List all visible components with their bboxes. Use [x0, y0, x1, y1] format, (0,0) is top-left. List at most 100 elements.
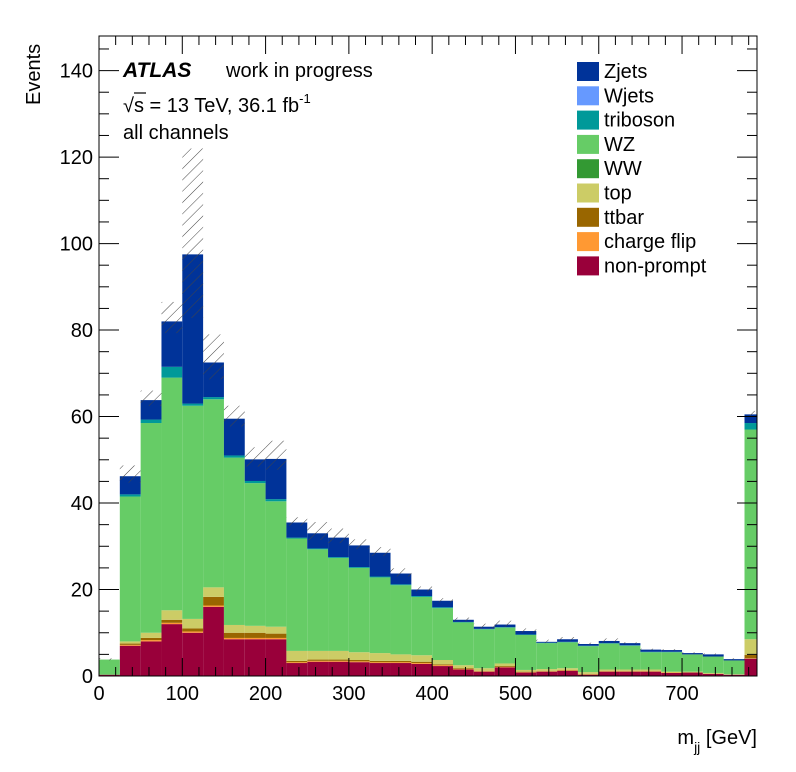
legend-label-ttbar: ttbar [604, 207, 644, 229]
bar-Zjets-bin-14 [390, 573, 412, 585]
energy-lumi-label: √s = 13 TeV, 36.1 fb-1 [123, 91, 311, 117]
bar-top-bin-28 [682, 671, 703, 673]
bar-non-prompt-bin-21 [536, 671, 558, 676]
bar-top-bin-27 [661, 671, 683, 673]
y-tick-label: 60 [71, 407, 93, 429]
uncertainty-hatch-bin-31 [744, 410, 757, 417]
bar-charge-flip-bin-1 [119, 644, 141, 646]
legend-swatch-charge-flip [577, 232, 599, 252]
x-tick-label: 200 [249, 683, 282, 705]
bar-Zjets-bin-23 [577, 644, 599, 646]
bar-top-bin-26 [640, 669, 662, 671]
bar-charge-flip-bin-2 [140, 640, 162, 642]
bar-WZ-bin-12 [348, 567, 370, 653]
uncertainty-hatch-bin-6 [223, 405, 245, 427]
bar-triboson-bin-10 [307, 548, 329, 550]
bar-charge-flip-bin-4 [182, 631, 204, 633]
uncertainty-hatch-bin-12 [348, 539, 370, 550]
x-axis-label-subscript: jj [693, 739, 700, 755]
uncertainty-hatch-bin-8 [265, 440, 287, 470]
bar-triboson-bin-2 [140, 419, 162, 424]
uncertainty-hatch-bin-7 [244, 447, 266, 467]
bar-triboson-bin-4 [182, 403, 204, 406]
bar-top-bin-10 [307, 650, 329, 660]
bar-Zjets-bin-29 [702, 654, 724, 657]
bar-WZ-bin-13 [369, 577, 391, 654]
bar-Zjets-bin-12 [348, 545, 370, 568]
uncertainty-hatch-bin-18 [473, 623, 495, 629]
bar-non-prompt-bin-9 [286, 663, 308, 676]
legend-label-charge-flip: charge flip [604, 231, 696, 253]
bar-WZ-bin-9 [286, 538, 308, 651]
bar-top-bin-23 [577, 672, 599, 674]
bar-WZ-bin-16 [432, 608, 453, 660]
legend-label-top: top [604, 183, 632, 205]
bar-top-bin-2 [140, 632, 162, 638]
bar-WZ-bin-0 [99, 659, 120, 675]
bar-WZ-bin-3 [161, 377, 183, 611]
bar-ttbar-bin-4 [182, 628, 204, 632]
bar-non-prompt-bin-11 [328, 661, 349, 676]
bar-top-bin-8 [265, 626, 287, 634]
bar-WZ-bin-7 [244, 483, 266, 626]
legend-label-triboson: triboson [604, 110, 675, 132]
bar-charge-flip-bin-8 [265, 637, 287, 640]
bar-ttbar-bin-9 [286, 660, 308, 663]
uncertainty-hatch-bin-28 [682, 652, 703, 654]
legend-swatch-WZ [577, 134, 599, 154]
bar-triboson-bin-31 [744, 423, 757, 430]
legend-swatch-top [577, 183, 599, 203]
bar-top-bin-17 [452, 665, 474, 669]
uncertainty-hatch-bin-24 [598, 638, 620, 643]
x-tick-label: 600 [582, 683, 615, 705]
bar-triboson-bin-13 [369, 576, 391, 578]
energy-lumi-text: = 13 TeV, 36.1 fb [144, 95, 299, 117]
legend-swatch-non-prompt [577, 256, 599, 276]
bar-top-bin-7 [244, 625, 266, 633]
bar-WZ-bin-29 [702, 656, 724, 673]
x-tick-label: 0 [93, 683, 104, 705]
x-tick-label: 700 [665, 683, 698, 705]
bar-WZ-bin-8 [265, 501, 287, 627]
y-tick-label: 0 [82, 666, 93, 688]
bar-triboson-bin-8 [265, 499, 287, 502]
bar-WZ-bin-5 [203, 399, 224, 588]
bar-WZ-bin-4 [182, 405, 204, 619]
sqrt-s-label: s [134, 95, 144, 117]
bar-non-prompt-bin-15 [411, 663, 433, 676]
bar-WZ-bin-21 [536, 643, 558, 670]
bar-non-prompt-bin-0 [99, 674, 120, 676]
uncertainty-hatch-bin-30 [723, 658, 745, 660]
y-tick-label: 20 [71, 580, 93, 602]
uncertainty-hatch-bin-17 [452, 617, 474, 622]
x-tick-label: 100 [166, 683, 199, 705]
legend-label-WW: WW [604, 158, 642, 180]
bar-charge-flip-bin-3 [161, 622, 183, 625]
bar-top-bin-9 [286, 650, 308, 661]
bar-WZ-bin-17 [452, 622, 474, 666]
bar-ttbar-bin-15 [411, 661, 433, 664]
bar-WZ-bin-31 [744, 429, 757, 640]
bar-charge-flip-bin-15 [411, 663, 433, 664]
bar-WZ-bin-15 [411, 596, 433, 656]
bar-ttbar-bin-31 [744, 654, 757, 659]
bar-Zjets-bin-27 [661, 650, 683, 652]
legend-label-Wjets: Wjets [604, 85, 654, 107]
bar-charge-flip-bin-5 [203, 605, 224, 607]
bar-ttbar-bin-2 [140, 637, 162, 641]
plot-frame [98, 35, 758, 677]
bar-charge-flip-bin-10 [307, 660, 329, 662]
bar-top-bin-20 [515, 669, 537, 672]
x-tick-label: 300 [332, 683, 365, 705]
bar-WZ-bin-25 [619, 645, 641, 670]
legend-label-WZ: WZ [604, 134, 635, 156]
legend-swatch-ttbar [577, 207, 599, 227]
bar-Zjets-bin-26 [640, 649, 662, 652]
bar-charge-flip-bin-12 [348, 661, 370, 663]
bar-triboson-bin-14 [390, 584, 412, 586]
bar-top-bin-1 [119, 641, 141, 644]
bar-WZ-bin-2 [140, 423, 162, 633]
bar-triboson-bin-5 [203, 397, 224, 400]
bar-charge-flip-bin-14 [390, 662, 412, 664]
uncertainty-hatch-bin-13 [369, 547, 391, 557]
